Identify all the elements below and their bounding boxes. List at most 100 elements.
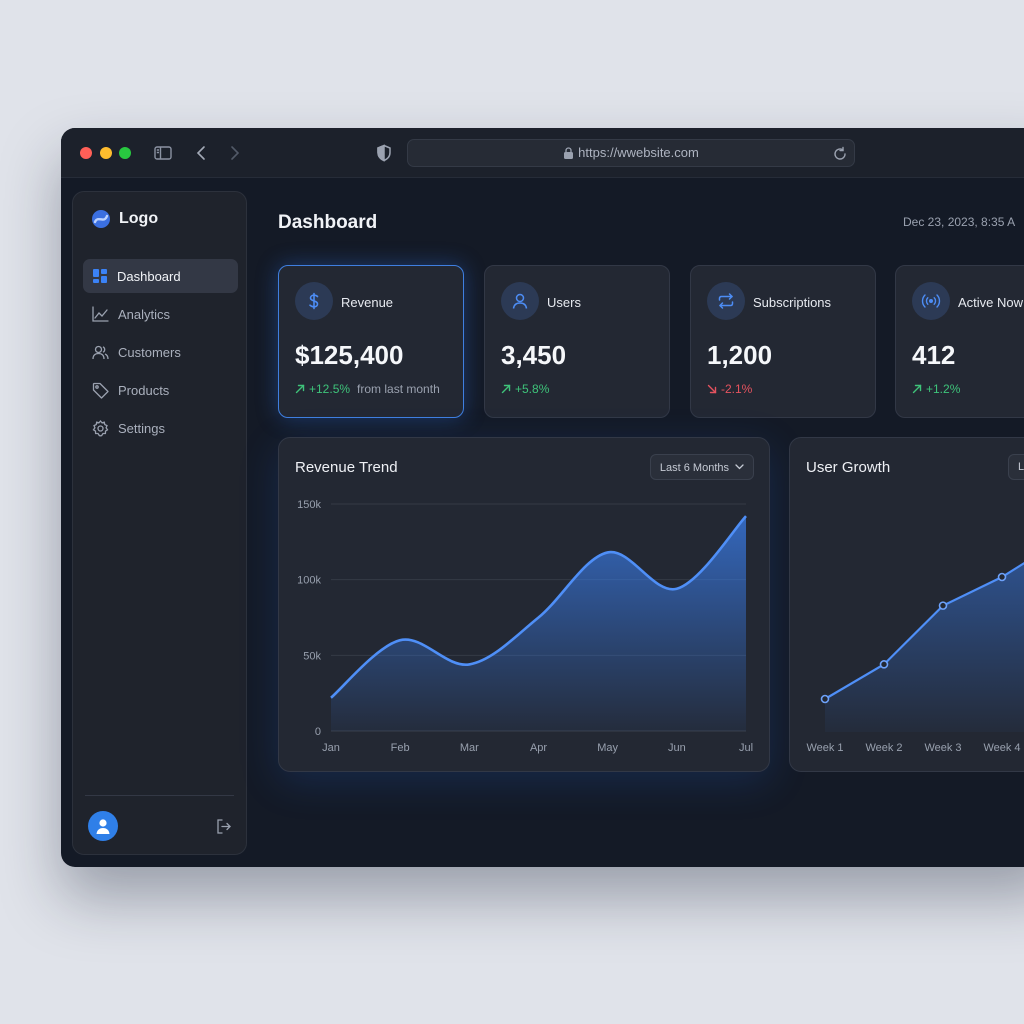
logo-text: Logo: [119, 210, 159, 227]
stat-value: 1,200: [707, 340, 773, 370]
y-tick-label: 100k: [297, 575, 321, 587]
x-tick-label: Jan: [322, 742, 340, 754]
tag-icon: [92, 382, 109, 399]
close-window-button[interactable]: [80, 147, 92, 159]
page-title: Dashboard: [278, 212, 378, 233]
range-dropdown[interactable]: L: [1008, 454, 1024, 480]
x-tick-label: Apr: [530, 742, 547, 754]
stat-delta-value: +12.5%: [309, 382, 351, 396]
stat-card-users[interactable]: Users 3,450 +5.8%: [484, 265, 670, 418]
users-icon: [92, 345, 109, 359]
x-tick-label: Feb: [391, 742, 410, 754]
stat-label: Users: [547, 295, 581, 310]
sidebar-toggle-icon[interactable]: [153, 143, 173, 163]
stat-delta-value: -2.1%: [721, 382, 753, 396]
repeat-icon: [718, 293, 734, 309]
stat-icon-badge: [295, 282, 333, 320]
stat-label: Subscriptions: [753, 295, 832, 310]
stat-delta: -2.1%: [707, 382, 752, 396]
x-tick-label: Jul: [739, 742, 753, 754]
stat-icon-badge: [912, 282, 950, 320]
x-tick-label: Jun: [668, 742, 686, 754]
logo[interactable]: Logo: [91, 209, 158, 229]
revenue-chart: 0 50k 100k 150k Jan Feb Mar Apr May Jun Jul: [297, 499, 753, 754]
stat-card-revenue[interactable]: Revenue $125,400 +12.5% from last month: [278, 265, 464, 418]
reload-icon[interactable]: [832, 145, 848, 171]
logo-icon: [92, 210, 110, 228]
stat-card-active-now[interactable]: Active Now 412 +1.2%: [895, 265, 1024, 418]
data-point[interactable]: [820, 694, 830, 704]
sidebar-item-customers[interactable]: Customers: [83, 335, 238, 369]
user-growth-chart: Week 1 Week 2 Week 3 Week 4: [806, 561, 1024, 754]
sidebar-item-settings[interactable]: Settings: [83, 411, 238, 445]
data-point[interactable]: [997, 572, 1007, 582]
stat-delta-suffix: from last month: [357, 382, 440, 396]
address-bar[interactable]: https://wwebsite.com: [407, 139, 855, 167]
range-dropdown[interactable]: Last 6 Months: [649, 454, 754, 480]
y-tick-label: 0: [315, 726, 321, 738]
x-tick-label: May: [597, 742, 618, 754]
lock-icon: [563, 142, 574, 168]
zoom-window-button[interactable]: [119, 147, 131, 159]
sidebar-divider: [85, 795, 234, 796]
revenue-line: [330, 515, 747, 699]
x-tick-label: Mar: [460, 742, 479, 754]
stat-icon-badge: [501, 282, 539, 320]
data-point[interactable]: [879, 660, 889, 669]
growth-area: [825, 563, 1024, 732]
shield-icon[interactable]: [374, 143, 394, 163]
stat-label: Active Now: [958, 295, 1024, 310]
dollar-icon: [309, 292, 319, 310]
minimize-window-button[interactable]: [100, 147, 112, 159]
revenue-area: [331, 516, 746, 731]
stat-label: Revenue: [341, 295, 394, 310]
sidebar-item-label: Dashboard: [117, 268, 181, 284]
revenue-trend-panel: Revenue Trend Last 6 Months 0 50k 100k 150k…: [278, 437, 770, 772]
trend-up-icon: [501, 384, 511, 394]
y-tick-label: 50k: [303, 650, 321, 662]
stat-delta: +5.8%: [501, 382, 549, 396]
y-tick-label: 150k: [297, 499, 321, 511]
sidebar-item-label: Settings: [118, 420, 165, 436]
datetime-label: Dec 23, 2023, 8:35 A: [903, 215, 1016, 229]
stat-card-subscriptions[interactable]: Subscriptions 1,200 -2.1%: [690, 265, 876, 418]
stat-delta: +1.2%: [912, 382, 960, 396]
broadcast-icon: [921, 294, 941, 308]
x-tick-label: Week 4: [983, 742, 1020, 754]
stat-value: 412: [912, 340, 956, 370]
sidebar-item-label: Products: [118, 382, 170, 398]
url-text: https://wwebsite.com: [578, 145, 699, 160]
stat-value: 3,450: [501, 340, 567, 370]
sidebar-item-products[interactable]: Products: [83, 373, 238, 407]
grid-icon: [93, 269, 107, 283]
logout-icon[interactable]: [215, 818, 232, 840]
dropdown-label: Last 6 Months: [659, 462, 729, 474]
user-avatar-icon: [96, 819, 110, 834]
sidebar-item-dashboard[interactable]: Dashboard: [83, 259, 238, 293]
trend-down-icon: [707, 384, 717, 394]
x-tick-label: Week 2: [865, 742, 902, 754]
trend-up-icon: [295, 384, 305, 394]
stat-delta-value: +1.2%: [926, 382, 961, 396]
dropdown-label: L: [1018, 461, 1024, 473]
data-point[interactable]: [938, 601, 948, 610]
sidebar-item-analytics[interactable]: Analytics: [83, 297, 238, 331]
forward-arrow-icon[interactable]: [224, 143, 244, 163]
user-growth-panel: User Growth L Week 1 Week 2 Week 3 Week 4: [789, 437, 1024, 772]
panel-title: Revenue Trend: [295, 459, 398, 476]
sidebar-item-label: Analytics: [118, 306, 171, 322]
browser-titlebar: https://wwebsite.com: [61, 128, 1024, 178]
x-tick-label: Week 1: [806, 742, 843, 754]
sidebar-item-label: Customers: [118, 344, 181, 360]
browser-window: https://wwebsite.com Logo Dashboard Anal…: [61, 128, 1024, 867]
avatar[interactable]: [88, 811, 118, 841]
trend-up-icon: [912, 384, 922, 394]
panel-title: User Growth: [806, 459, 891, 476]
sidebar: Logo Dashboard Analytics Customers Produ…: [72, 191, 247, 855]
stat-value: $125,400: [295, 340, 404, 370]
stat-delta: +12.5% from last month: [295, 382, 440, 396]
stat-icon-badge: [707, 282, 745, 320]
gear-icon: [92, 419, 109, 436]
line-chart-icon: [92, 305, 109, 322]
back-arrow-icon[interactable]: [192, 143, 212, 163]
